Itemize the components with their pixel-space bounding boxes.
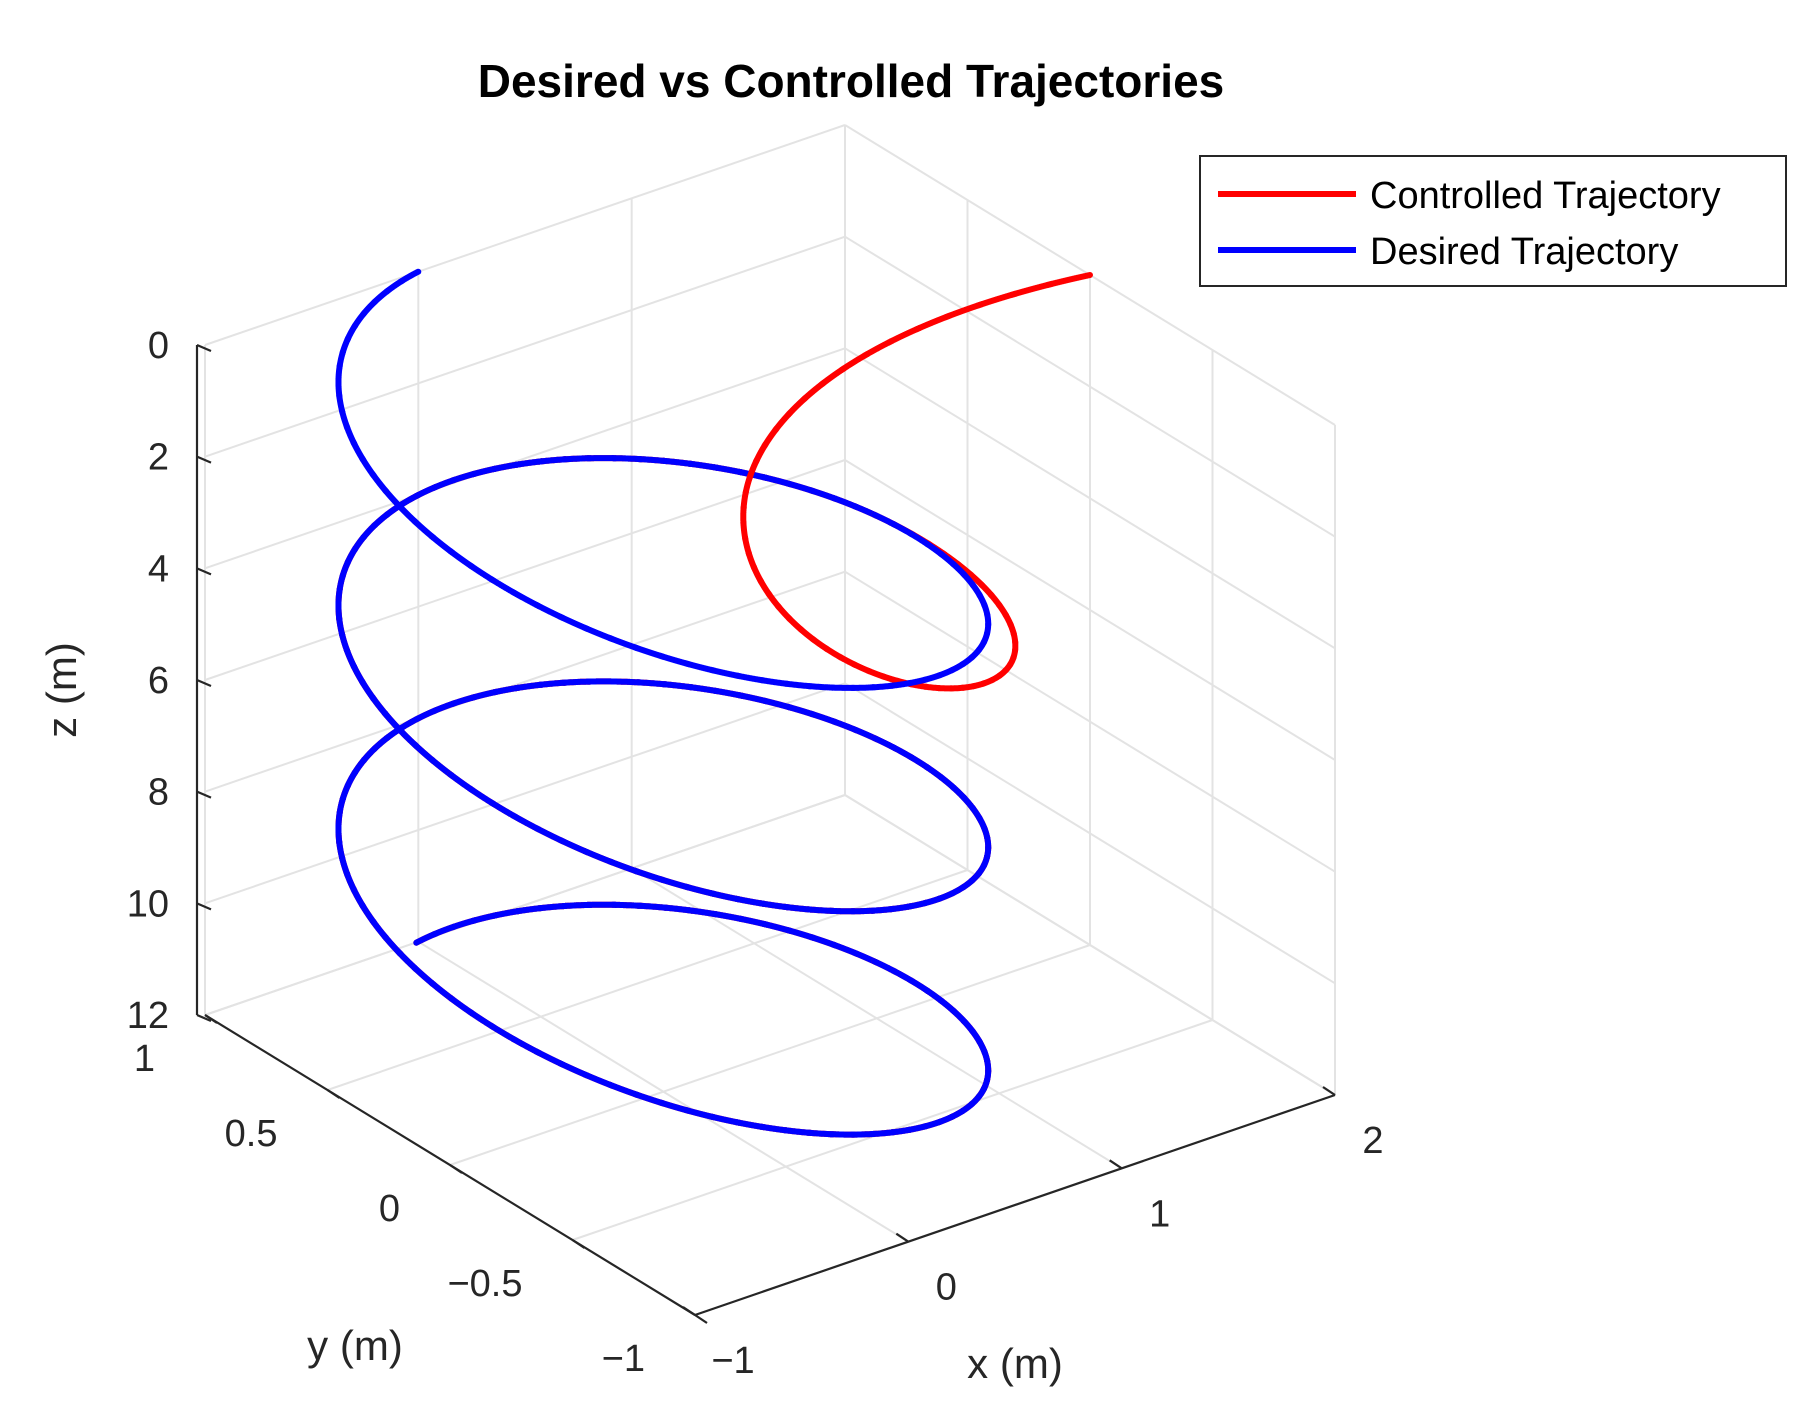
y-tick-label: 0.5 — [225, 1113, 278, 1155]
z-tick — [196, 343, 212, 353]
desired-trajectory-segment — [871, 511, 899, 528]
x-tick-label: 2 — [1362, 1120, 1383, 1162]
desired-trajectory-segment — [413, 930, 439, 946]
z-tick — [196, 455, 212, 464]
chart-title: Desired vs Controlled Trajectories — [478, 55, 1225, 107]
z-tick-label: 0 — [148, 325, 169, 367]
y-axis-label: y (m) — [307, 1322, 403, 1369]
x-tick — [682, 1306, 696, 1316]
grid-line-side-z — [844, 347, 1336, 650]
grid-line-side-z — [844, 235, 1336, 538]
y-tick — [571, 1239, 586, 1249]
z-tick-label: 10 — [127, 883, 169, 925]
trajectories — [335, 268, 1093, 1138]
grid-line-floor-y — [327, 869, 968, 1091]
grid-line-side-z — [844, 459, 1336, 761]
y-tick — [326, 1089, 341, 1099]
z-tick — [196, 902, 212, 911]
grid-line-back-z — [204, 235, 846, 458]
y-tick-label: −1 — [602, 1338, 645, 1380]
y-tick — [694, 1314, 708, 1324]
axes — [195, 343, 1336, 1324]
z-tick — [196, 790, 212, 799]
legend-label-desired: Desired Trajectory — [1370, 231, 1678, 273]
z-tick-label: 2 — [148, 437, 169, 479]
z-tick — [196, 678, 212, 688]
y-tick-label: 0 — [379, 1188, 400, 1230]
x-tick-label: 0 — [936, 1267, 957, 1309]
z-axis-label: z (m) — [38, 642, 85, 738]
z-tick — [196, 567, 212, 576]
x-axis-label: x (m) — [967, 1340, 1063, 1387]
grid-line-side-z — [844, 570, 1336, 873]
grid-line-floor-y — [449, 944, 1091, 1166]
desired-trajectory-segment — [871, 735, 899, 752]
grid-line-side-z — [844, 682, 1336, 985]
grid-lines — [204, 124, 1336, 1316]
y-tick-label: −0.5 — [447, 1263, 522, 1305]
legend: Controlled Trajectory Desired Trajectory — [1199, 155, 1787, 287]
grid-line-floor-y — [204, 794, 846, 1016]
x-tick-label: 1 — [1149, 1193, 1170, 1235]
y-tick — [204, 1014, 218, 1024]
x-axis-line — [694, 1093, 1336, 1317]
x-tick — [895, 1232, 909, 1243]
z-tick-label: 4 — [148, 548, 169, 590]
y-tick-label: 1 — [134, 1038, 155, 1080]
grid-line-back-z — [204, 570, 846, 793]
z-tick-label: 6 — [148, 660, 169, 702]
legend-box — [1199, 155, 1787, 287]
grid-line-back-z — [204, 682, 846, 905]
x-tick-label: −1 — [711, 1340, 754, 1382]
desired-trajectory-segment — [871, 958, 899, 975]
x-tick — [1322, 1086, 1336, 1096]
z-tick — [196, 1013, 212, 1023]
grid-line-back-z — [204, 347, 846, 570]
grid-line-back-z — [204, 124, 846, 346]
x-tick — [1109, 1159, 1123, 1170]
z-tick-label: 12 — [127, 995, 169, 1037]
z-tick-label: 8 — [148, 772, 169, 814]
grid-line-back-z — [204, 459, 846, 681]
legend-label-controlled: Controlled Trajectory — [1370, 175, 1721, 217]
y-tick — [449, 1164, 463, 1174]
